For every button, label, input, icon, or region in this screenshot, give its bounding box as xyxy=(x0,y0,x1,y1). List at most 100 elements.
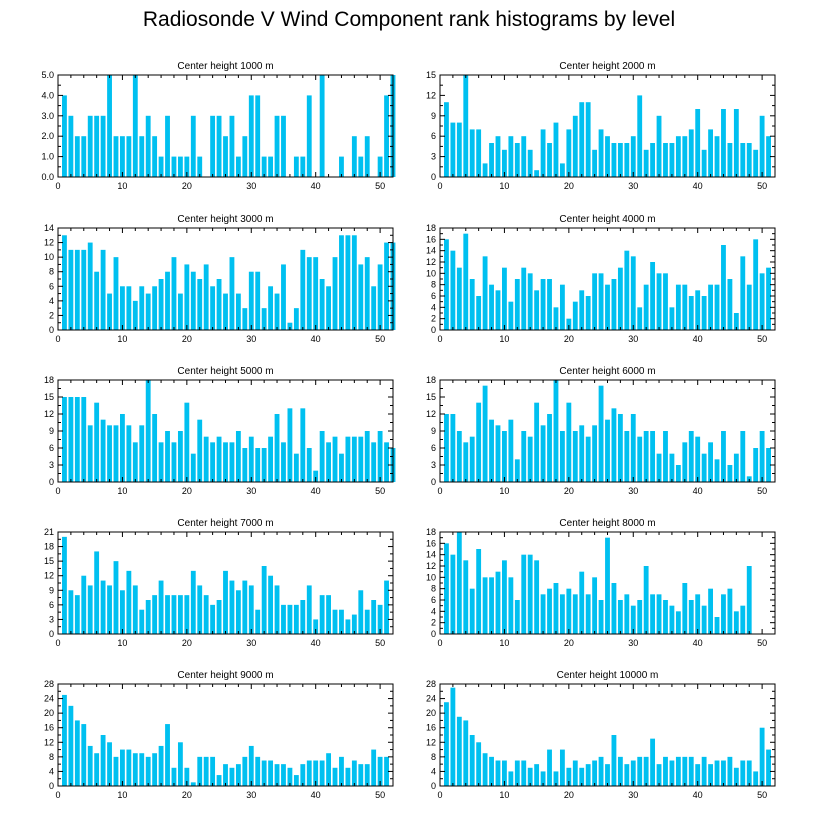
histogram-bar xyxy=(384,580,389,634)
histogram-bar xyxy=(274,585,280,634)
y-tick-label: 4 xyxy=(49,296,54,306)
histogram-bar xyxy=(281,442,286,482)
histogram-bar xyxy=(650,738,656,786)
histogram-bar xyxy=(669,605,675,634)
y-tick-label: 2 xyxy=(431,618,436,628)
histogram-bar xyxy=(190,782,196,786)
histogram-bar xyxy=(132,585,138,634)
histogram-bar xyxy=(708,284,713,330)
histogram-bar xyxy=(688,756,694,786)
x-tick-label: 50 xyxy=(757,181,767,191)
histogram-bar xyxy=(753,448,759,482)
y-tick-label: 15 xyxy=(426,70,436,80)
histogram-bar xyxy=(714,617,720,634)
histogram-bar xyxy=(643,566,649,634)
histogram-bar xyxy=(611,583,617,634)
histogram-bar xyxy=(319,760,325,786)
histogram-bar xyxy=(727,588,733,634)
histogram-bar xyxy=(255,609,261,634)
histogram-bar xyxy=(701,453,707,482)
y-tick-label: 10 xyxy=(426,572,436,582)
histogram-bar xyxy=(553,307,559,330)
y-tick-label: 6 xyxy=(49,600,54,610)
y-tick-label: 16 xyxy=(426,723,436,733)
histogram-bar xyxy=(165,431,170,482)
histogram-bar xyxy=(165,271,170,330)
histogram-bar xyxy=(740,605,746,634)
histogram-bar xyxy=(274,115,280,177)
histogram-bar xyxy=(508,577,514,634)
histogram-bar xyxy=(508,136,514,177)
histogram-bar xyxy=(669,143,675,177)
histogram-bar xyxy=(733,611,739,634)
histogram-bar xyxy=(345,767,351,786)
histogram-bar xyxy=(184,264,190,330)
histogram-bar xyxy=(675,756,681,786)
histogram-bar xyxy=(585,764,591,786)
y-tick-label: 12 xyxy=(426,257,436,267)
histogram-bar xyxy=(701,149,707,177)
histogram-bar xyxy=(650,594,656,634)
y-tick-label: 8 xyxy=(431,584,436,594)
histogram-bar xyxy=(740,760,746,786)
histogram-bar xyxy=(107,742,112,786)
histogram-bar xyxy=(371,286,377,330)
histogram-bar xyxy=(534,170,540,177)
histogram-bar xyxy=(733,767,739,786)
y-tick-label: 0 xyxy=(431,325,436,335)
histogram-panel: Center height 3000 m 0 10 20 30 40 50 0 2 4 6 8 10 12… xyxy=(44,214,396,344)
histogram-bar xyxy=(643,431,649,482)
histogram-bar xyxy=(274,414,280,482)
histogram-bar xyxy=(617,267,623,330)
histogram-bar xyxy=(332,609,338,634)
histogram-bar xyxy=(100,580,106,634)
histogram-bar xyxy=(643,284,649,330)
histogram-bar xyxy=(74,136,80,177)
histogram-bar xyxy=(287,322,293,330)
y-tick-label: 18 xyxy=(44,542,54,552)
histogram-bar xyxy=(152,286,158,330)
histogram-bar xyxy=(688,296,694,330)
x-tick-label: 20 xyxy=(564,486,574,496)
histogram-bar xyxy=(502,267,507,330)
histogram-bar xyxy=(364,257,370,330)
x-tick-label: 40 xyxy=(693,486,703,496)
x-tick-label: 20 xyxy=(182,486,192,496)
x-tick-label: 40 xyxy=(311,790,321,800)
histogram-bar xyxy=(261,448,267,482)
histogram-bar xyxy=(489,419,494,482)
histogram-bar xyxy=(605,537,610,634)
histogram-bar xyxy=(579,767,585,786)
histogram-bar xyxy=(210,286,216,330)
y-tick-label: 20 xyxy=(426,708,436,718)
histogram-bar xyxy=(688,431,694,482)
x-tick-label: 30 xyxy=(628,486,638,496)
histogram-bar xyxy=(450,122,456,177)
x-tick-label: 40 xyxy=(311,638,321,648)
histogram-bar xyxy=(332,436,338,482)
histogram-bar xyxy=(663,600,668,634)
histogram-bar xyxy=(210,756,216,786)
histogram-bar xyxy=(514,600,520,634)
y-tick-label: 1.0 xyxy=(41,152,54,162)
histogram-bar xyxy=(300,249,306,330)
y-tick-label: 20 xyxy=(44,708,54,718)
histogram-bar xyxy=(345,619,351,634)
x-tick-label: 0 xyxy=(55,790,60,800)
histogram-bar xyxy=(132,442,138,482)
y-tick-label: 0 xyxy=(49,629,54,639)
main-title: Radiosonde V Wind Component rank histogr… xyxy=(142,8,676,31)
y-tick-label: 18 xyxy=(426,527,436,537)
histogram-bar xyxy=(293,604,299,634)
histogram-bar xyxy=(216,436,222,482)
histogram-bar xyxy=(502,149,507,177)
histogram-bar xyxy=(306,760,312,786)
histogram-bar xyxy=(489,284,494,330)
histogram-bar xyxy=(223,764,228,786)
histogram-bar xyxy=(592,760,598,786)
histogram-bar xyxy=(753,239,759,330)
histogram-bar xyxy=(197,419,203,482)
histogram-bar xyxy=(158,156,164,177)
histogram-bar xyxy=(456,122,462,177)
histogram-bar xyxy=(759,115,765,177)
